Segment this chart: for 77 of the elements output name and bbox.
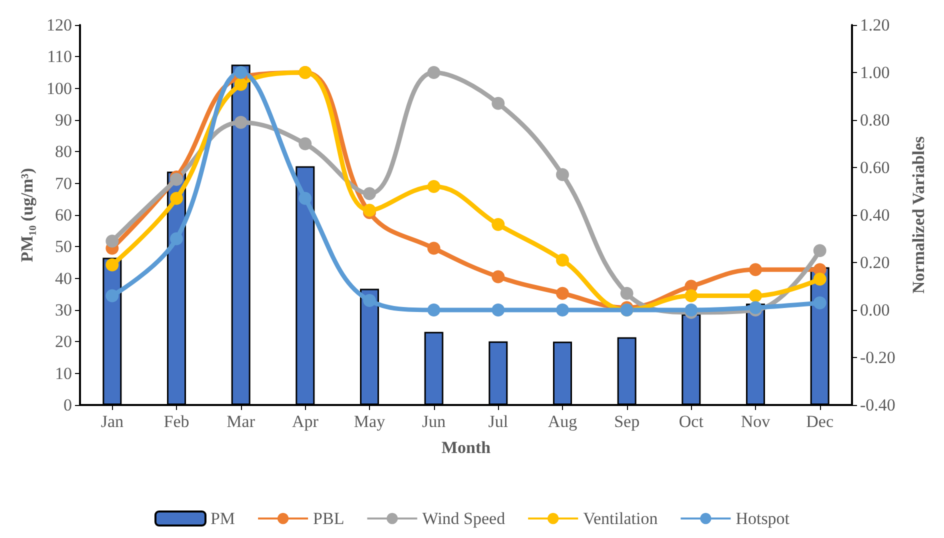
x-tick-label: Jan bbox=[100, 412, 124, 431]
point bbox=[813, 244, 826, 258]
y-tick-label: 40 bbox=[55, 268, 72, 288]
y-tick-label: 120 bbox=[46, 16, 72, 34]
x-axis-title: Month bbox=[441, 438, 492, 457]
point bbox=[492, 304, 505, 316]
point bbox=[749, 289, 762, 302]
point bbox=[492, 270, 505, 284]
point bbox=[749, 301, 762, 314]
y2-tick-label: 1.00 bbox=[860, 63, 890, 82]
point bbox=[492, 218, 505, 231]
y-tick-label: 0 bbox=[64, 396, 72, 414]
point bbox=[556, 168, 569, 182]
y2-tick-label: -0.20 bbox=[860, 348, 896, 367]
y-tick-label: 80 bbox=[55, 142, 72, 162]
y2-tick-label: 0.60 bbox=[860, 158, 890, 177]
point bbox=[427, 242, 440, 255]
y-tick-label: 110 bbox=[47, 47, 72, 66]
legend-label: Wind Speed bbox=[422, 509, 506, 528]
point bbox=[813, 296, 826, 310]
y-tick-label: 50 bbox=[55, 237, 72, 256]
y2-tick-label: 0.40 bbox=[860, 206, 890, 224]
y-tick-label: 60 bbox=[55, 206, 72, 224]
x-tick-label: Jul bbox=[488, 412, 508, 431]
legend-label: PBL bbox=[313, 509, 344, 528]
x-tick-label: Feb bbox=[164, 412, 190, 431]
point bbox=[363, 294, 376, 307]
point bbox=[427, 180, 440, 193]
point bbox=[556, 304, 569, 316]
point bbox=[170, 192, 183, 205]
y-axis-title: PM₁₀ (ug/m³) bbox=[18, 168, 37, 262]
x-tick-label: Oct bbox=[678, 412, 704, 431]
point bbox=[106, 234, 119, 248]
x-tick-label: Mar bbox=[226, 412, 256, 431]
point bbox=[106, 258, 119, 272]
point bbox=[684, 289, 698, 302]
point bbox=[234, 66, 248, 79]
point bbox=[170, 232, 183, 246]
legend-label: Ventilation bbox=[583, 509, 658, 528]
point bbox=[556, 254, 569, 267]
point bbox=[298, 137, 312, 150]
point bbox=[620, 286, 634, 300]
x-tick-label: May bbox=[354, 412, 386, 431]
y-tick-label: 30 bbox=[55, 300, 72, 320]
y2-tick-label: 0.00 bbox=[860, 300, 890, 320]
y-tick-label: 100 bbox=[46, 78, 72, 98]
y2-tick-label: -0.40 bbox=[860, 396, 896, 414]
x-tick-label: Nov bbox=[740, 412, 771, 431]
point bbox=[363, 187, 376, 200]
point bbox=[427, 304, 440, 316]
y-tick-label: 70 bbox=[55, 174, 72, 193]
y2-axis-title: Normalized Variables bbox=[909, 136, 928, 294]
point bbox=[170, 172, 183, 186]
point bbox=[749, 263, 762, 276]
x-tick-label: Aug bbox=[548, 412, 578, 431]
y-tick-label: 90 bbox=[55, 110, 72, 130]
y2-tick-label: 1.20 bbox=[860, 16, 890, 34]
point bbox=[684, 304, 698, 316]
x-tick-label: Sep bbox=[614, 412, 640, 431]
x-tick-label: Jun bbox=[422, 412, 446, 431]
point bbox=[234, 78, 248, 91]
point bbox=[363, 204, 376, 217]
y2-tick-label: 0.80 bbox=[860, 110, 890, 130]
y-tick-label: 10 bbox=[55, 364, 72, 383]
legend-label: PM bbox=[210, 509, 236, 528]
point bbox=[492, 96, 505, 110]
x-tick-label: Dec bbox=[806, 412, 834, 431]
y-tick-label: 20 bbox=[55, 332, 72, 352]
point bbox=[427, 66, 440, 79]
point bbox=[106, 289, 119, 302]
y2-tick-label: 0.20 bbox=[860, 253, 890, 272]
point bbox=[234, 116, 248, 129]
point bbox=[813, 272, 826, 286]
point bbox=[556, 286, 569, 300]
x-tick-label: Apr bbox=[292, 412, 319, 431]
legend-label: Hotspot bbox=[736, 509, 790, 528]
point bbox=[298, 192, 312, 205]
